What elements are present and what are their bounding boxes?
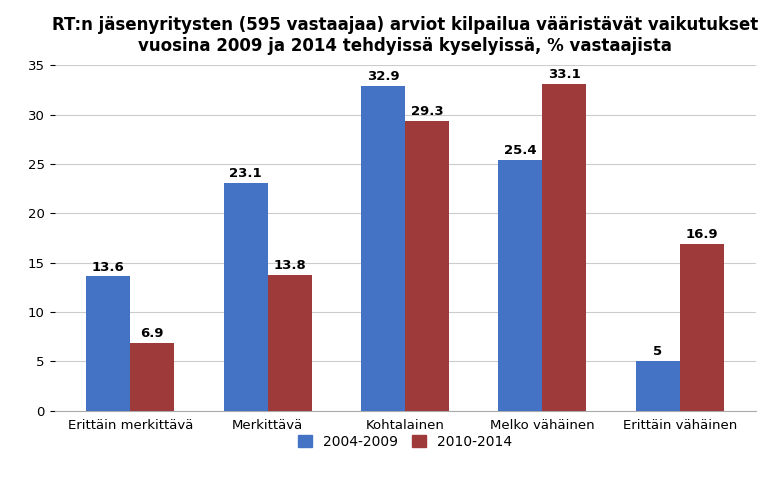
Text: 29.3: 29.3 xyxy=(411,106,443,118)
Text: 5: 5 xyxy=(654,346,662,359)
Bar xyxy=(405,121,449,411)
Bar xyxy=(361,86,405,411)
Text: 16.9: 16.9 xyxy=(686,228,718,241)
Text: 33.1: 33.1 xyxy=(548,68,581,81)
Bar xyxy=(130,343,174,411)
Text: 25.4: 25.4 xyxy=(504,144,537,157)
Text: 23.1: 23.1 xyxy=(230,167,262,180)
Text: 13.8: 13.8 xyxy=(273,259,306,272)
Title: RT:n jäsenyritysten (595 vastaajaa) arviot kilpailua vääristävät vaikutukset
vuo: RT:n jäsenyritysten (595 vastaajaa) arvi… xyxy=(52,17,758,55)
Text: 13.6: 13.6 xyxy=(92,261,125,274)
Bar xyxy=(680,244,724,411)
Text: 6.9: 6.9 xyxy=(140,327,164,340)
Legend: 2004-2009, 2010-2014: 2004-2009, 2010-2014 xyxy=(291,428,519,456)
Bar xyxy=(224,183,268,411)
Text: 32.9: 32.9 xyxy=(367,70,400,83)
Bar xyxy=(636,361,680,411)
Bar xyxy=(268,275,312,411)
Bar xyxy=(542,84,587,411)
Bar xyxy=(499,160,542,411)
Bar xyxy=(86,277,130,411)
